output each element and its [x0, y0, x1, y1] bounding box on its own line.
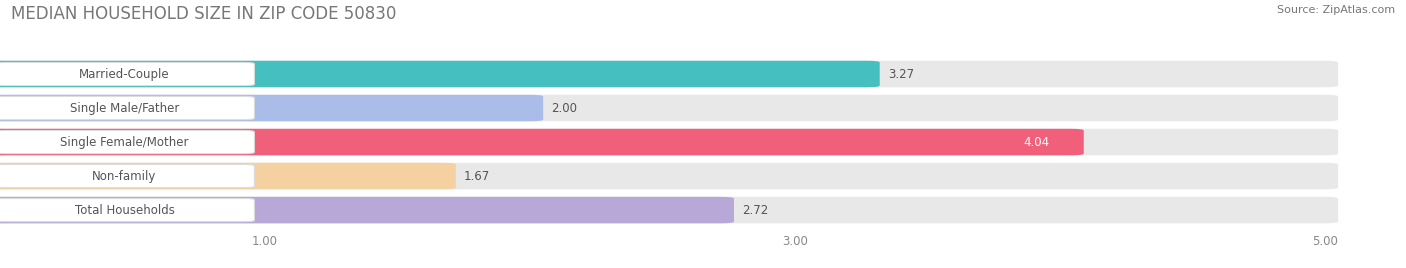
FancyBboxPatch shape	[0, 199, 254, 222]
Text: 3.27: 3.27	[887, 68, 914, 80]
Text: Non-family: Non-family	[93, 170, 156, 183]
Text: Total Households: Total Households	[75, 204, 174, 217]
FancyBboxPatch shape	[0, 129, 1339, 155]
Text: 2.00: 2.00	[551, 102, 576, 114]
Text: Single Male/Father: Single Male/Father	[70, 102, 179, 114]
Text: Married-Couple: Married-Couple	[79, 68, 170, 80]
Text: MEDIAN HOUSEHOLD SIZE IN ZIP CODE 50830: MEDIAN HOUSEHOLD SIZE IN ZIP CODE 50830	[11, 5, 396, 23]
Text: Source: ZipAtlas.com: Source: ZipAtlas.com	[1277, 5, 1395, 15]
FancyBboxPatch shape	[0, 62, 254, 85]
FancyBboxPatch shape	[0, 95, 543, 121]
FancyBboxPatch shape	[0, 61, 1339, 87]
FancyBboxPatch shape	[0, 61, 880, 87]
FancyBboxPatch shape	[0, 163, 1339, 189]
FancyBboxPatch shape	[0, 131, 254, 154]
FancyBboxPatch shape	[0, 165, 254, 188]
FancyBboxPatch shape	[0, 129, 1084, 155]
Text: 4.04: 4.04	[1024, 136, 1049, 148]
FancyBboxPatch shape	[0, 95, 1339, 121]
FancyBboxPatch shape	[0, 197, 734, 223]
FancyBboxPatch shape	[0, 163, 456, 189]
Text: Single Female/Mother: Single Female/Mother	[60, 136, 188, 148]
FancyBboxPatch shape	[0, 197, 1339, 223]
Text: 1.67: 1.67	[464, 170, 489, 183]
Text: 2.72: 2.72	[742, 204, 768, 217]
FancyBboxPatch shape	[0, 96, 254, 120]
